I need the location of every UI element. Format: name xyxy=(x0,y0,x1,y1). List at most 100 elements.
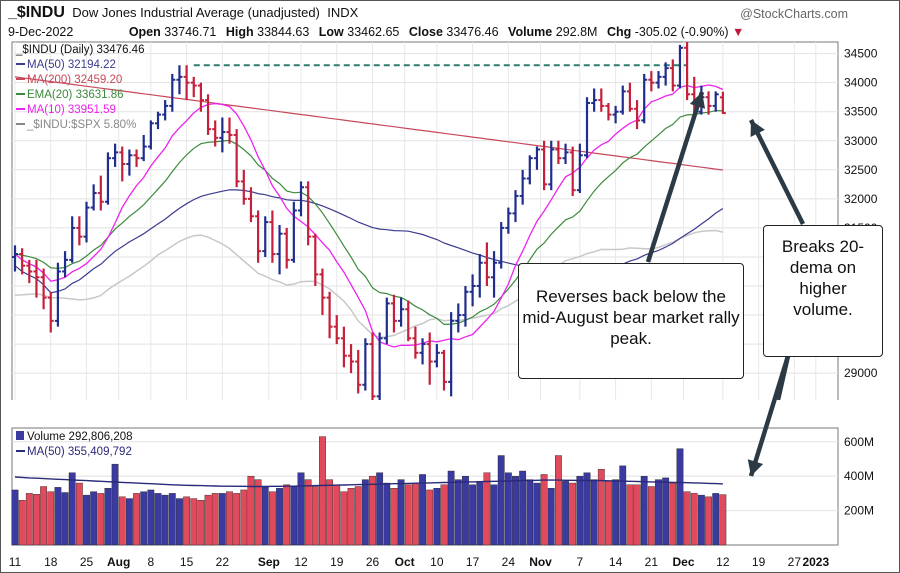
price-axis-tick-label: 32500 xyxy=(844,163,878,177)
ohlc-bar xyxy=(255,210,262,263)
ohlc-bar xyxy=(548,140,555,191)
volume-bar xyxy=(590,479,598,546)
volume-bar xyxy=(555,455,562,546)
volume-bar xyxy=(361,479,369,546)
volume-bar xyxy=(698,494,705,546)
volume-x-axis-tick-label: 24 xyxy=(502,555,516,569)
ohlc-bar xyxy=(390,294,397,333)
volume-bar xyxy=(183,496,190,546)
price-axis-tick-label: 34500 xyxy=(844,47,878,61)
ohlc-bar xyxy=(712,91,719,112)
ohlc-bar xyxy=(226,117,233,144)
ohlc-bar xyxy=(133,149,140,167)
volume-bar xyxy=(90,491,98,546)
volume-bar xyxy=(612,479,620,546)
ohlc-bar xyxy=(312,233,319,286)
volume-x-axis-tick-label: 22 xyxy=(216,555,230,569)
volume-bar xyxy=(68,472,76,546)
volume-bar xyxy=(447,470,455,546)
ohlc-bar xyxy=(233,129,240,188)
arrow-reversal-head xyxy=(689,92,706,109)
price-axis-tick-label: 29000 xyxy=(844,366,878,380)
ohlc-bar xyxy=(469,274,476,307)
volume-bar xyxy=(412,482,419,546)
volume-x-axis-tick-label: Sep xyxy=(258,555,280,569)
close-label: Close xyxy=(408,25,443,39)
ohlc-bar xyxy=(47,291,54,333)
ohlc-bar xyxy=(147,120,154,150)
ohlc-bar xyxy=(362,338,369,391)
ohlc-bar xyxy=(483,242,490,286)
volume-x-axis-tick-label: 26 xyxy=(366,555,380,569)
volume-bar xyxy=(11,489,19,546)
ohlc-bar xyxy=(33,259,40,298)
volume-bar xyxy=(176,498,183,546)
volume-bar xyxy=(533,482,541,546)
volume-x-axis-tick-label: 10 xyxy=(430,555,444,569)
volume-bar xyxy=(497,455,505,546)
ohlc-bar xyxy=(426,332,433,385)
ohlc-bar xyxy=(197,82,204,112)
legend-ma50: MA(50) 32194.22 xyxy=(27,59,116,71)
ohlc-bar xyxy=(562,143,569,164)
rel-strength-line xyxy=(14,229,724,339)
volume-bar xyxy=(125,498,133,546)
ohlc-bar xyxy=(112,143,119,167)
ohlc-bar xyxy=(19,248,26,275)
ohlc-bar xyxy=(441,349,447,391)
ohlc-bar xyxy=(648,71,655,92)
volume-bar xyxy=(640,475,648,546)
ohlc-bar xyxy=(719,91,726,115)
volume-bar xyxy=(562,481,569,546)
volume-x-axis-tick-label: 21 xyxy=(645,555,659,569)
legend-rel: _$INDU:$SPX 5.80% xyxy=(26,119,136,131)
ohlc-bar xyxy=(369,332,376,400)
price-axis-tick-label: 33500 xyxy=(844,105,878,119)
ohlc-bar xyxy=(69,216,76,263)
legend-volume-swatch xyxy=(16,431,24,440)
volume-bar xyxy=(404,484,412,546)
volume-bar xyxy=(619,465,627,546)
volume-bar xyxy=(233,493,241,546)
volume-bar xyxy=(547,488,555,546)
legend-volume: Volume 292,806,208 xyxy=(27,431,133,443)
ohlc-bar xyxy=(576,143,583,194)
ohlc-bar xyxy=(641,73,648,124)
ohlc-bar xyxy=(340,326,347,368)
ohlc-bar xyxy=(54,262,61,327)
ohlc-bar xyxy=(355,349,362,394)
volume-bar xyxy=(333,484,341,546)
volume-bar xyxy=(569,482,577,546)
volume-bar xyxy=(397,479,405,546)
ohlc-bar xyxy=(290,201,297,263)
ohlc-bar xyxy=(491,251,498,298)
volume-bar xyxy=(519,470,527,546)
volume-bar xyxy=(326,479,333,546)
volume-bar xyxy=(311,486,319,546)
volume-axis-tick-label: 600M xyxy=(844,435,874,449)
ohlc-bar xyxy=(298,181,304,217)
ema20-line xyxy=(14,109,723,326)
ohlc-bar xyxy=(519,169,526,205)
volume-bar xyxy=(376,472,384,546)
volume-x-axis-tick-label: Nov xyxy=(529,555,552,569)
ohlc-bar xyxy=(533,146,540,170)
volume-x-axis-tick-label: 19 xyxy=(330,555,344,569)
volume-bar xyxy=(419,474,426,546)
ohlc-bar xyxy=(169,73,176,112)
volume-bar xyxy=(583,472,591,546)
ohlc-bar xyxy=(376,332,383,400)
watermark: @StockCharts.com xyxy=(740,7,848,21)
volume-x-axis-tick-label: 2023 xyxy=(802,555,829,569)
volume-bar xyxy=(197,500,205,546)
ohlc-bar xyxy=(104,152,111,205)
ohlc-bar xyxy=(498,222,505,269)
ohlc-bar xyxy=(605,103,612,121)
volume-value: 292.8M xyxy=(555,25,598,39)
volume-bar xyxy=(75,482,83,546)
volume-bar xyxy=(97,493,105,546)
ohlc-bar xyxy=(348,344,355,374)
ohlc-bar xyxy=(269,210,276,263)
ohlc-bar xyxy=(526,155,533,185)
ohlc-bar xyxy=(662,62,669,86)
